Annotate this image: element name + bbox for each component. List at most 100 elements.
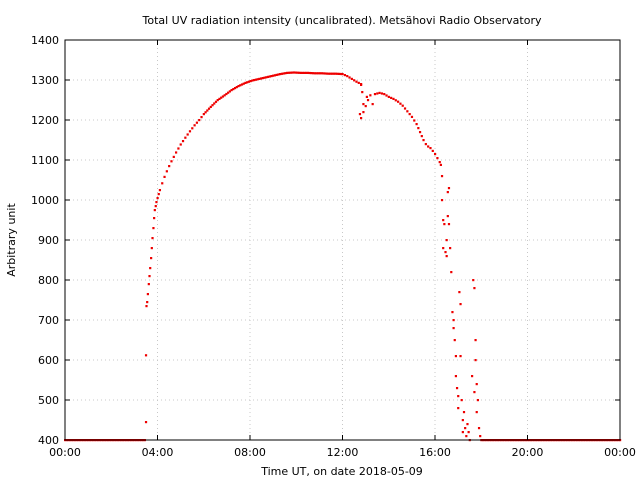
data-point <box>147 283 150 286</box>
data-point <box>232 88 235 91</box>
data-point <box>443 223 446 226</box>
grid-layer <box>65 40 620 440</box>
x-tick-label: 16:00 <box>419 446 451 459</box>
data-point <box>420 135 423 138</box>
data-point <box>259 77 263 80</box>
data-point <box>371 103 374 106</box>
data-point <box>158 189 162 192</box>
data-point <box>361 91 364 94</box>
x-tick-label: 00:00 <box>604 446 636 459</box>
data-point <box>462 411 466 414</box>
data-point <box>177 147 180 150</box>
data-point <box>475 383 478 386</box>
data-point <box>289 71 292 74</box>
data-point <box>355 80 358 83</box>
data-point <box>235 86 238 89</box>
data-point <box>461 419 464 422</box>
ticks-layer <box>64 39 621 441</box>
data-point <box>211 104 214 107</box>
data-point <box>369 94 372 97</box>
data-point <box>175 151 178 154</box>
data-point <box>157 193 160 196</box>
data-point <box>392 97 395 100</box>
data-point <box>332 72 336 75</box>
data-point <box>440 175 444 178</box>
data-point <box>146 293 149 296</box>
y-tick-label: 900 <box>38 234 59 247</box>
data-point <box>464 427 467 430</box>
data-point <box>320 72 323 75</box>
data-point <box>150 247 153 250</box>
data-point <box>188 130 192 133</box>
data-point <box>315 72 318 75</box>
data-point <box>457 407 460 410</box>
data-point <box>455 387 459 390</box>
data-point <box>438 161 441 164</box>
data-point <box>149 267 152 270</box>
data-point <box>308 71 311 75</box>
data-point <box>331 72 334 75</box>
tick-labels-layer: 400 500 600 700 800 900 1000 1100 1200 1300 1400 00… <box>31 34 636 459</box>
data-point <box>242 82 245 85</box>
data-point <box>410 115 414 118</box>
data-point <box>292 71 296 74</box>
data-point <box>474 359 477 362</box>
data-point <box>447 187 451 190</box>
data-point <box>179 143 182 146</box>
data-point <box>399 102 402 105</box>
data-point <box>446 215 449 218</box>
data-point <box>193 124 196 127</box>
data-point <box>148 275 151 278</box>
y-tick-label: 1100 <box>31 154 59 167</box>
data-point <box>296 71 299 74</box>
data-point <box>287 71 290 74</box>
data-point <box>191 127 194 130</box>
x-tick-label: 20:00 <box>512 446 544 459</box>
data-point <box>461 431 464 434</box>
data-point <box>294 71 297 74</box>
data-point <box>460 399 463 402</box>
data-point <box>170 160 173 163</box>
data-point <box>467 431 470 434</box>
data-point <box>329 72 332 75</box>
data-point <box>168 165 171 168</box>
data-point <box>244 81 247 84</box>
data-point <box>436 157 439 160</box>
data-point <box>145 305 148 308</box>
data-point <box>429 147 432 150</box>
data-point <box>383 93 386 96</box>
data-point <box>454 375 458 378</box>
data-point <box>417 127 420 130</box>
data-point <box>346 75 349 78</box>
data-point <box>338 72 341 75</box>
data-point <box>258 77 261 80</box>
data-point <box>449 247 452 250</box>
data-point <box>227 91 230 94</box>
data-point <box>452 319 455 322</box>
data-point <box>336 72 339 75</box>
data-point <box>452 327 455 330</box>
data-point <box>324 72 327 75</box>
x-tick-label: 12:00 <box>327 446 359 459</box>
data-point <box>228 90 231 93</box>
data-point <box>268 75 271 78</box>
data-point <box>458 291 461 294</box>
data-point <box>427 145 430 148</box>
data-point <box>256 78 259 81</box>
data-point <box>240 83 244 86</box>
data-point <box>277 73 280 76</box>
data-point <box>360 83 363 86</box>
data-point <box>305 71 308 74</box>
data-point <box>155 201 158 204</box>
data-point <box>406 110 409 113</box>
data-point <box>343 74 347 77</box>
data-point <box>353 79 356 82</box>
data-point <box>365 95 368 98</box>
data-point <box>341 73 344 76</box>
data-point <box>334 72 337 75</box>
data-point <box>213 102 216 105</box>
data-point <box>172 155 175 158</box>
y-tick-label: 800 <box>38 274 59 287</box>
data-point <box>431 149 434 152</box>
